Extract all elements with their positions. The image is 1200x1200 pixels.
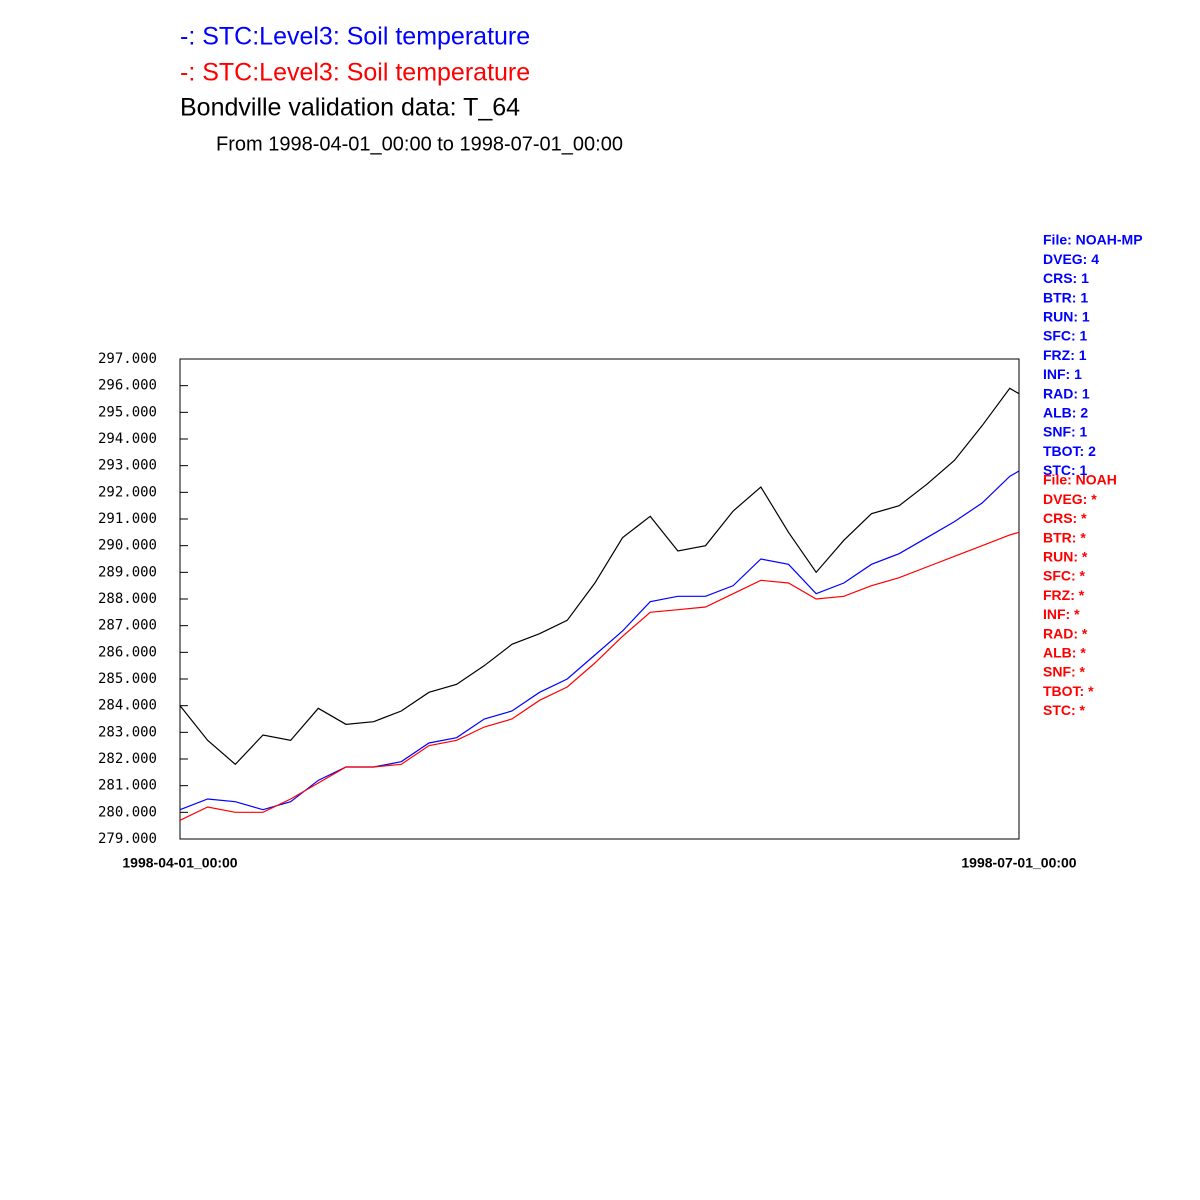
x-tick-label: 1998-04-01_00:00 xyxy=(122,855,237,871)
annotation: SNF: * xyxy=(1043,664,1086,680)
y-tick-label: 292.000 xyxy=(98,484,157,500)
legend-entry: -: STC:Level3: Soil temperature xyxy=(180,59,530,87)
annotation: RUN: * xyxy=(1043,549,1088,565)
annotation: File: NOAH-MP xyxy=(1043,232,1143,248)
chart-subtitle: From 1998-04-01_00:00 to 1998-07-01_00:0… xyxy=(216,133,623,155)
annotation: TBOT: 2 xyxy=(1043,443,1096,459)
annotation: FRZ: 1 xyxy=(1043,347,1087,363)
annotation: BTR: 1 xyxy=(1043,289,1088,305)
annotation: SFC: 1 xyxy=(1043,328,1088,344)
y-tick-label: 283.000 xyxy=(98,724,157,740)
series-line xyxy=(179,470,1020,811)
y-tick-label: 293.000 xyxy=(98,458,157,474)
x-tick-label: 1998-07-01_00:00 xyxy=(961,855,1076,871)
annotation: BTR: * xyxy=(1043,529,1086,545)
y-tick-label: 289.000 xyxy=(98,564,157,580)
plot-frame xyxy=(179,358,1020,840)
series-line xyxy=(179,387,1020,766)
annotation: ALB: * xyxy=(1043,645,1086,661)
y-tick-label: 297.000 xyxy=(98,351,157,367)
y-tick-label: 296.000 xyxy=(98,378,157,394)
y-tick-label: 288.000 xyxy=(98,591,157,607)
annotation: RAD: 1 xyxy=(1043,385,1090,401)
annotation: SFC: * xyxy=(1043,568,1086,584)
annotation: RUN: 1 xyxy=(1043,309,1090,325)
annotation: STC: * xyxy=(1043,702,1086,718)
y-tick-label: 282.000 xyxy=(98,751,157,767)
y-tick-label: 295.000 xyxy=(98,404,157,420)
annotation: TBOT: * xyxy=(1043,683,1094,699)
y-tick-label: 281.000 xyxy=(98,778,157,794)
annotation: CRS: 1 xyxy=(1043,270,1089,286)
annotation: FRZ: * xyxy=(1043,587,1085,603)
annotation: INF: 1 xyxy=(1043,366,1082,382)
legend-entry: -: STC:Level3: Soil temperature xyxy=(180,23,530,51)
y-tick-label: 294.000 xyxy=(98,431,157,447)
y-tick-label: 291.000 xyxy=(98,511,157,527)
y-tick-label: 287.000 xyxy=(98,618,157,634)
annotation: SNF: 1 xyxy=(1043,424,1088,440)
chart-title: Bondville validation data: T_64 xyxy=(180,94,520,122)
y-tick-label: 285.000 xyxy=(98,671,157,687)
annotation: INF: * xyxy=(1043,606,1080,622)
y-tick-label: 279.000 xyxy=(98,831,157,847)
series-line xyxy=(179,531,1020,821)
annotation: CRS: * xyxy=(1043,510,1087,526)
y-tick-label: 286.000 xyxy=(98,644,157,660)
annotation: DVEG: * xyxy=(1043,491,1097,507)
y-tick-label: 280.000 xyxy=(98,804,157,820)
annotation: DVEG: 4 xyxy=(1043,251,1099,267)
y-tick-label: 290.000 xyxy=(98,538,157,554)
annotation: ALB: 2 xyxy=(1043,405,1088,421)
annotation: STC: 1 xyxy=(1043,462,1088,478)
y-tick-label: 284.000 xyxy=(98,698,157,714)
annotation: RAD: * xyxy=(1043,625,1088,641)
annotation: File: NOAH xyxy=(1043,472,1117,488)
